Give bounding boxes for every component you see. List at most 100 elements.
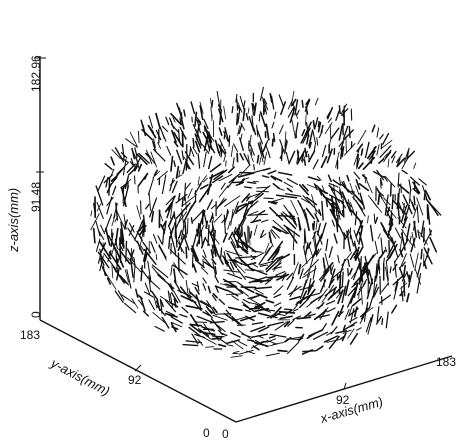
vector-mark	[293, 304, 298, 310]
vector-mark	[307, 153, 310, 163]
vector-mark	[210, 106, 213, 120]
vector-mark	[423, 230, 433, 246]
vector-mark	[260, 219, 269, 223]
y-axis-title: y-axis(mm)	[48, 355, 113, 399]
vector-mark	[194, 182, 202, 195]
vector-mark	[326, 307, 336, 313]
vector-mark	[152, 312, 166, 323]
vector-mark	[164, 312, 178, 318]
vector-mark	[222, 232, 228, 243]
vector-mark	[318, 209, 322, 216]
vector-mark	[304, 209, 306, 216]
vector-mark	[400, 232, 406, 251]
vector-mark	[356, 327, 362, 331]
z-axis-title: z-axis(mm)	[6, 188, 21, 253]
vector-mark	[319, 189, 334, 208]
vector-mark	[220, 182, 226, 190]
vector-mark	[194, 133, 202, 149]
vector-mark	[292, 308, 299, 312]
vector-mark	[372, 283, 378, 299]
vector-mark	[231, 295, 240, 301]
vector-mark	[170, 316, 183, 324]
vector-mark	[190, 217, 194, 224]
vector-mark	[365, 317, 372, 333]
vector-mark	[360, 306, 374, 318]
vector-mark	[226, 344, 234, 347]
vector-mark	[272, 225, 288, 235]
vector-mark	[347, 267, 350, 277]
vector-mark	[307, 176, 320, 182]
vector-mark	[159, 127, 167, 142]
vector-mark	[303, 159, 307, 166]
vector-mark	[354, 211, 358, 226]
vector-mark	[258, 247, 271, 265]
vector-mark	[277, 349, 288, 353]
vector-mark	[251, 333, 269, 338]
vector-mark	[112, 185, 117, 196]
vector-mark	[207, 155, 213, 170]
vector-mark	[155, 271, 166, 281]
vector-mark	[196, 315, 213, 323]
vector-mark	[276, 273, 290, 281]
x-tick-label-top: 183	[436, 355, 456, 369]
vector-mark	[192, 209, 205, 222]
vector-mark	[366, 252, 377, 266]
vector-mark	[342, 125, 349, 140]
vector-mark	[127, 257, 142, 273]
vector-mark	[191, 233, 197, 253]
vector-mark	[114, 147, 125, 163]
vector-mark	[200, 236, 207, 249]
vector-mark	[128, 222, 135, 233]
vector-mark	[406, 147, 410, 161]
vector-mark	[175, 225, 178, 248]
vector-mark	[396, 192, 399, 210]
vector-mark	[265, 123, 270, 141]
vector-mark	[212, 229, 216, 248]
vector-mark	[302, 268, 317, 278]
vector-mark	[301, 349, 313, 355]
vector-mark	[301, 150, 309, 163]
z-tick-label-zero: 0	[29, 311, 43, 318]
vector-mark	[263, 98, 268, 105]
vector-mark	[413, 162, 417, 169]
vector-mark	[338, 124, 343, 141]
vector-mark	[236, 104, 241, 111]
vector-mark	[250, 192, 264, 205]
vector-mark	[115, 250, 125, 268]
vector-mark	[235, 200, 254, 213]
vector-mark	[350, 266, 360, 280]
vector-mark	[317, 120, 320, 128]
vector-mark	[416, 204, 420, 223]
vector-mark	[423, 260, 427, 270]
vector-mark	[175, 211, 184, 231]
vector-mark	[338, 176, 341, 186]
vector-mark	[355, 179, 361, 190]
vector-mark	[366, 278, 374, 300]
vector-mark	[369, 224, 374, 242]
vector-mark	[212, 292, 218, 299]
vector-mark	[316, 345, 324, 351]
vector-mark	[292, 315, 301, 321]
y-tick-mid	[134, 364, 142, 372]
vector-mark	[183, 182, 187, 201]
vector-mark	[299, 268, 304, 280]
vector-mark	[256, 154, 260, 164]
vector-mark	[385, 260, 389, 281]
vector-mark	[157, 235, 163, 244]
vector-mark	[161, 316, 170, 329]
vector-mark	[218, 185, 229, 198]
vector-mark	[363, 262, 371, 285]
vector-mark	[254, 303, 264, 308]
vector-mark	[197, 210, 206, 231]
vector-mark	[170, 112, 183, 126]
vector-mark	[165, 310, 176, 316]
x-tick-mid	[343, 382, 347, 390]
vector-mark	[173, 140, 179, 148]
vector-mark	[123, 214, 127, 230]
vector-mark	[231, 181, 244, 184]
vector-mark	[259, 147, 265, 159]
vector-mark	[290, 199, 299, 216]
vector-mark	[285, 309, 293, 315]
vector-mark	[211, 99, 214, 108]
